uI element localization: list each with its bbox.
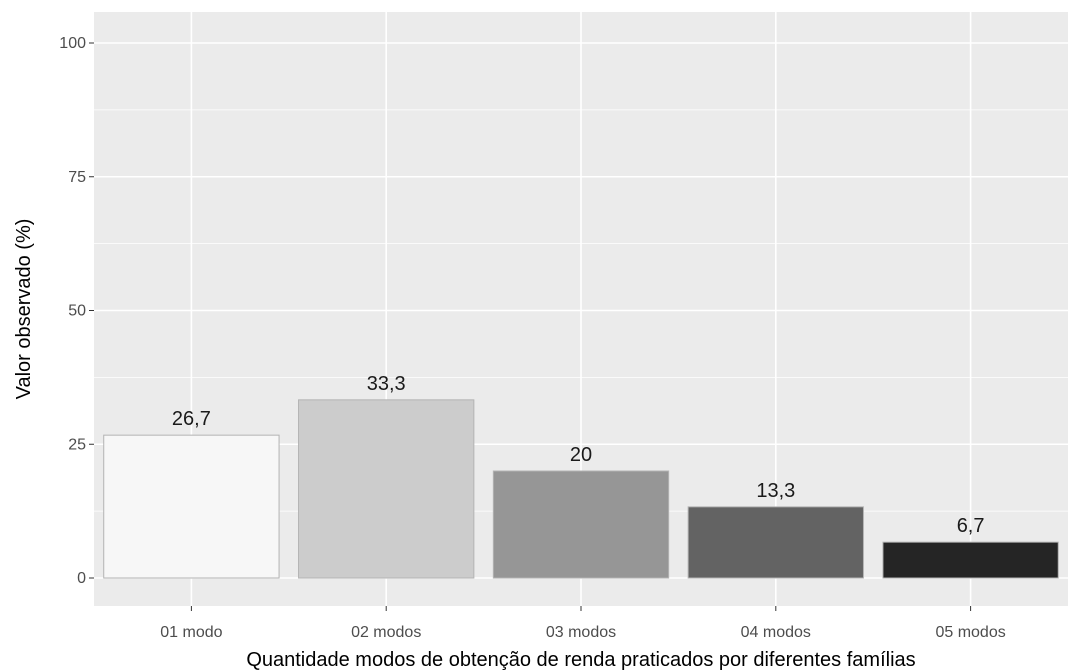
bar-value-label: 13,3 [756, 480, 795, 502]
x-axis-title: Quantidade modos de obtenção de renda pr… [246, 649, 915, 671]
y-axis: 0 25 50 75 100 [59, 35, 94, 587]
bar-2 [298, 399, 475, 579]
bars [103, 399, 1059, 579]
y-tick-label: 75 [68, 169, 86, 186]
x-tick-label: 04 modos [741, 624, 811, 641]
x-tick-label: 02 modos [351, 624, 421, 641]
y-tick-label: 100 [59, 35, 86, 52]
bar-value-label: 33,3 [367, 373, 406, 395]
bar-3 [492, 470, 670, 579]
data-labels: 26,7 33,3 20 13,3 6,7 [172, 373, 985, 537]
bar-value-label: 6,7 [957, 515, 985, 537]
bar-value-label: 20 [570, 444, 592, 466]
y-tick-label: 0 [77, 570, 86, 587]
bar-value-label: 26,7 [172, 408, 211, 430]
y-tick-label: 50 [68, 303, 86, 320]
x-tick-label: 05 modos [935, 624, 1005, 641]
y-axis-title: Valor observado (%) [13, 219, 35, 400]
y-tick-label: 25 [68, 436, 86, 453]
bar-4 [687, 506, 864, 579]
bar-1 [103, 434, 280, 579]
x-tick-label: 03 modos [546, 624, 616, 641]
x-tick-label: 01 modo [160, 624, 222, 641]
x-axis: 01 modo 02 modos 03 modos 04 modos 05 modos [160, 606, 1006, 641]
bar-5 [882, 541, 1059, 579]
